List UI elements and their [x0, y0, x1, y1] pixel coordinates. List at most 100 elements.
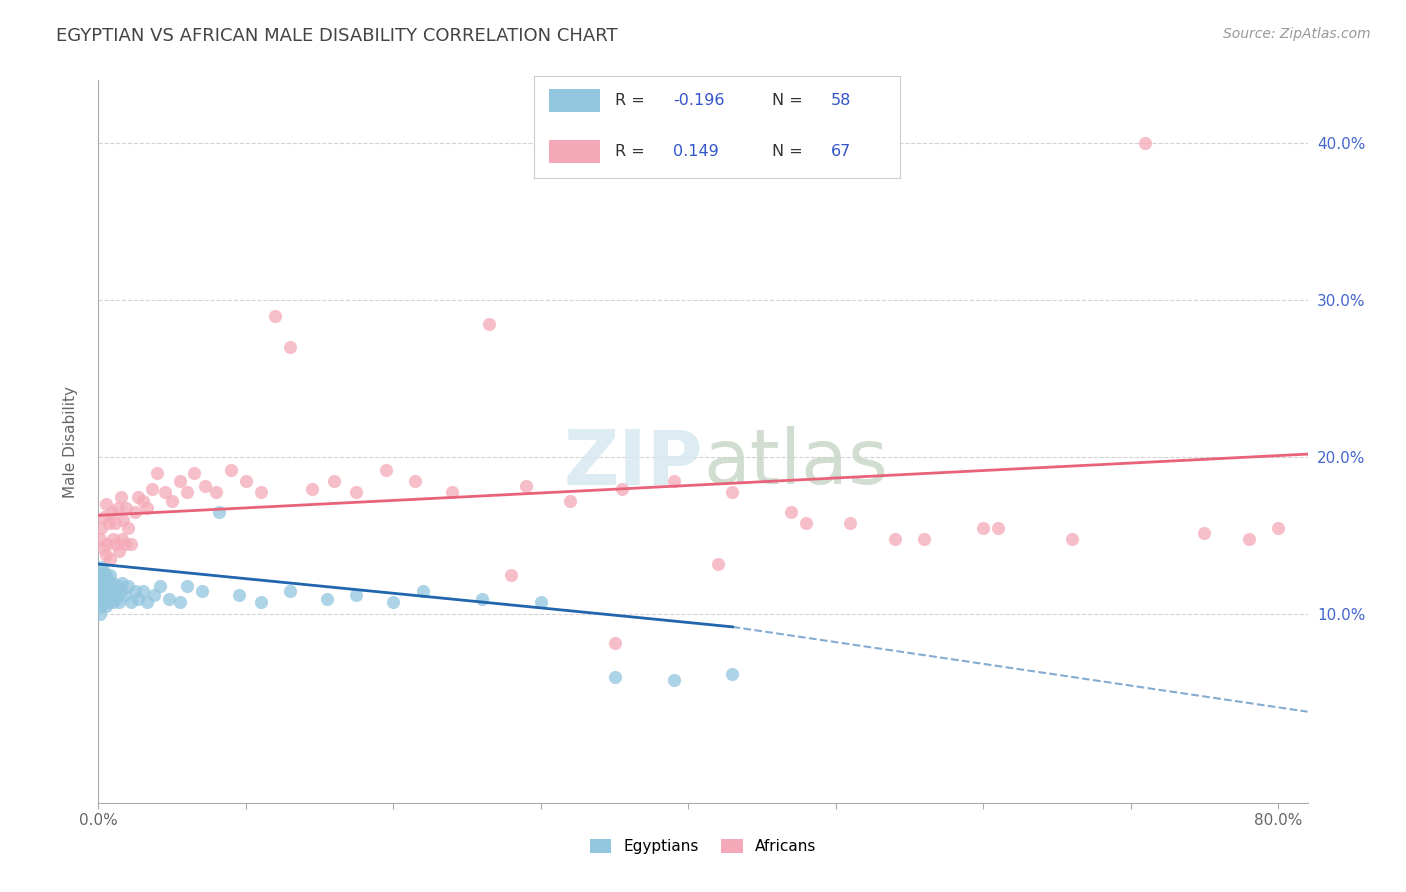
Point	[441, 484, 464, 499]
Point	[249, 484, 271, 499]
Point	[117, 521, 139, 535]
Point	[111, 532, 134, 546]
Point	[96, 591, 118, 606]
Point	[101, 532, 124, 546]
Point	[114, 589, 136, 603]
Point	[97, 575, 120, 590]
Text: R =: R =	[614, 93, 650, 108]
Point	[375, 463, 398, 477]
Point	[141, 482, 163, 496]
Point	[382, 595, 405, 609]
Point	[794, 516, 817, 531]
Point	[560, 494, 582, 508]
Point	[1267, 521, 1289, 535]
Point	[108, 544, 131, 558]
Point	[91, 595, 114, 609]
Point	[603, 635, 626, 649]
Point	[114, 536, 136, 550]
Point	[96, 573, 118, 587]
Point	[89, 591, 111, 606]
Bar	[548, 140, 600, 163]
Text: 58: 58	[831, 93, 851, 108]
Point	[136, 595, 159, 609]
Point	[96, 536, 118, 550]
Point	[89, 607, 111, 622]
Point	[301, 482, 323, 496]
Point	[98, 568, 121, 582]
Text: ZIP: ZIP	[564, 426, 703, 500]
Point	[94, 497, 117, 511]
Point	[120, 595, 142, 609]
Point	[136, 500, 159, 515]
Point	[94, 583, 117, 598]
Point	[278, 340, 301, 354]
Point	[662, 474, 685, 488]
Point	[972, 521, 994, 535]
Point	[190, 583, 212, 598]
Point	[278, 583, 301, 598]
Point	[323, 474, 346, 488]
Point	[1060, 532, 1083, 546]
Point	[100, 505, 122, 519]
Point	[98, 552, 121, 566]
Point	[117, 579, 139, 593]
Point	[131, 583, 153, 598]
Point	[205, 484, 228, 499]
Point	[110, 490, 132, 504]
Bar	[548, 89, 600, 112]
Point	[94, 548, 117, 562]
Point	[316, 591, 339, 606]
Text: EGYPTIAN VS AFRICAN MALE DISABILITY CORRELATION CHART: EGYPTIAN VS AFRICAN MALE DISABILITY CORR…	[56, 27, 617, 45]
Point	[721, 667, 744, 681]
Point	[91, 541, 114, 556]
Point	[146, 466, 169, 480]
Text: N =: N =	[772, 93, 808, 108]
Point	[346, 484, 368, 499]
Point	[228, 589, 250, 603]
Point	[89, 532, 111, 546]
Point	[883, 532, 905, 546]
Point	[93, 510, 115, 524]
Point	[721, 484, 744, 499]
Text: R =: R =	[614, 145, 650, 160]
Point	[105, 536, 128, 550]
Point	[94, 599, 117, 614]
Point	[98, 589, 121, 603]
Point	[208, 505, 231, 519]
Point	[346, 589, 368, 603]
Point	[90, 599, 112, 614]
Point	[90, 589, 112, 603]
Text: N =: N =	[772, 145, 808, 160]
Point	[124, 505, 146, 519]
Point	[108, 595, 131, 609]
Point	[160, 494, 183, 508]
Point	[131, 494, 153, 508]
Point	[1237, 532, 1260, 546]
Point	[97, 516, 120, 531]
Point	[987, 521, 1010, 535]
Point	[183, 466, 205, 480]
Point	[112, 513, 135, 527]
Point	[249, 595, 271, 609]
Point	[176, 579, 198, 593]
Point	[153, 484, 176, 499]
Point	[515, 478, 537, 492]
Point	[90, 560, 112, 574]
Point	[90, 521, 112, 535]
Point	[93, 579, 115, 593]
Point	[1135, 136, 1157, 150]
Point	[157, 591, 180, 606]
Text: 0.149: 0.149	[673, 145, 718, 160]
Point	[124, 583, 146, 598]
Point	[169, 474, 191, 488]
Point	[603, 670, 626, 684]
Point	[93, 591, 115, 606]
Point	[91, 563, 114, 577]
Text: 67: 67	[831, 145, 851, 160]
Point	[264, 309, 287, 323]
Point	[115, 500, 138, 515]
Point	[471, 591, 494, 606]
Point	[110, 583, 132, 598]
Point	[412, 583, 434, 598]
Point	[101, 575, 124, 590]
